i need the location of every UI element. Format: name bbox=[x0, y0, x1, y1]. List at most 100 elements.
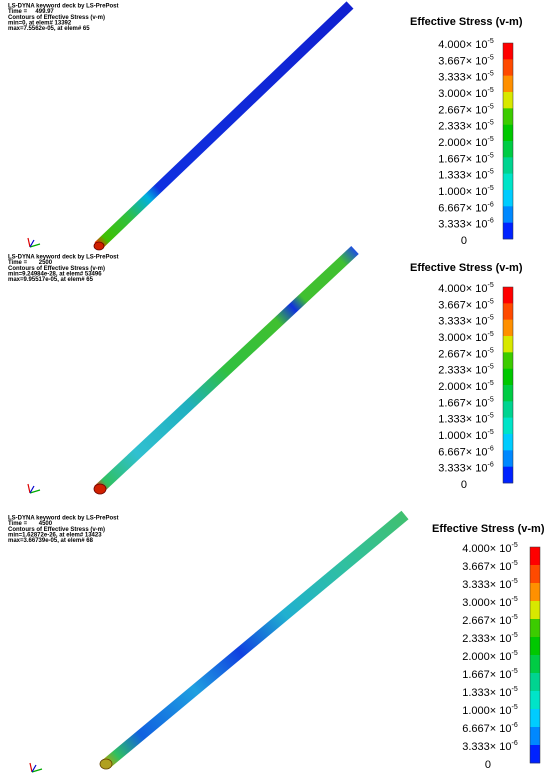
header-line: Contours of Effective Stress (v-m) bbox=[8, 15, 105, 21]
label-mantissa: 3.333× 10 bbox=[438, 72, 487, 84]
legend-band bbox=[503, 43, 513, 60]
label-mantissa: 3.667× 10 bbox=[462, 561, 511, 573]
label-exponent: -5 bbox=[488, 152, 494, 159]
label-exponent: -5 bbox=[512, 632, 518, 639]
label-exponent: -5 bbox=[488, 103, 494, 110]
label-mantissa: 2.333× 10 bbox=[438, 121, 487, 133]
legend-band bbox=[530, 601, 540, 620]
legend-label: 1.333× 10-5 bbox=[438, 169, 494, 182]
legend-band bbox=[503, 206, 513, 223]
legend-label: 2.667× 10-5 bbox=[462, 614, 518, 627]
label-mantissa: 4.000× 10 bbox=[438, 39, 487, 51]
legend-band bbox=[530, 583, 540, 602]
label-mantissa: 3.000× 10 bbox=[438, 332, 487, 344]
legend-title: Effective Stress (v-m) bbox=[432, 523, 545, 535]
label-exponent: -5 bbox=[512, 542, 518, 549]
legend-band bbox=[530, 619, 540, 638]
label-exponent: -6 bbox=[512, 740, 518, 747]
label-mantissa: 1.333× 10 bbox=[438, 414, 487, 426]
legend-label: 3.667× 10-5 bbox=[438, 54, 494, 67]
label-mantissa: 1.667× 10 bbox=[438, 153, 487, 165]
legend-label: 6.667× 10-6 bbox=[462, 722, 518, 735]
label-mantissa: 1.667× 10 bbox=[438, 397, 487, 409]
label-mantissa: 3.333× 10 bbox=[438, 463, 487, 475]
legend-band bbox=[503, 336, 513, 353]
label-mantissa: 6.667× 10 bbox=[462, 723, 511, 735]
legend-band bbox=[530, 637, 540, 656]
legend-band bbox=[503, 92, 513, 109]
label-exponent: -5 bbox=[512, 578, 518, 585]
label-mantissa: 3.333× 10 bbox=[462, 579, 511, 591]
label-mantissa: 2.000× 10 bbox=[462, 651, 511, 663]
header-line: Time = 499.97 bbox=[8, 9, 54, 15]
label-exponent: -6 bbox=[488, 201, 494, 208]
legend-label: 3.667× 10-5 bbox=[438, 298, 494, 311]
label-mantissa: 6.667× 10 bbox=[438, 446, 487, 458]
legend-label: 1.333× 10-5 bbox=[462, 686, 518, 699]
label-exponent: -5 bbox=[488, 396, 494, 403]
legend-band bbox=[503, 417, 513, 435]
legend-label: 2.333× 10-5 bbox=[438, 120, 494, 133]
label-exponent: -5 bbox=[488, 185, 494, 192]
legend-band bbox=[530, 709, 540, 728]
legend-band bbox=[503, 319, 513, 337]
axis-triad bbox=[27, 237, 43, 773]
header-line: LS-DYNA keyword deck by LS-PrePost bbox=[8, 255, 118, 261]
legend-label: 1.667× 10-5 bbox=[438, 152, 494, 165]
label-exponent: -5 bbox=[488, 87, 494, 94]
legend-band bbox=[503, 287, 513, 304]
legend-label: 0 bbox=[461, 235, 467, 247]
label-mantissa: 1.667× 10 bbox=[462, 669, 511, 681]
label-mantissa: 3.333× 10 bbox=[462, 741, 511, 753]
label-exponent: -5 bbox=[488, 429, 494, 436]
label-exponent: -5 bbox=[488, 331, 494, 338]
rod-2 bbox=[93, 245, 359, 495]
legend-band bbox=[530, 547, 540, 566]
legend-label: 3.667× 10-5 bbox=[462, 560, 518, 573]
legend-label: 3.333× 10-5 bbox=[438, 315, 494, 328]
label-exponent: -6 bbox=[488, 218, 494, 225]
legend-label: 6.667× 10-6 bbox=[438, 445, 494, 458]
header-line: min=9.24984e-28, at elem# 53496 bbox=[8, 271, 102, 277]
label-mantissa: 2.000× 10 bbox=[438, 381, 487, 393]
label-mantissa: 3.333× 10 bbox=[438, 316, 487, 328]
header-line: max=3.66739e-05, at elem# 68 bbox=[8, 538, 94, 544]
legend-frame bbox=[502, 286, 514, 484]
label-exponent: -5 bbox=[488, 282, 494, 289]
label-mantissa: 3.000× 10 bbox=[438, 88, 487, 100]
legend-label: 3.000× 10-5 bbox=[462, 596, 518, 609]
label-exponent: -5 bbox=[512, 596, 518, 603]
legend-band bbox=[530, 673, 540, 692]
label-mantissa: 1.333× 10 bbox=[438, 170, 487, 182]
legend-band bbox=[503, 401, 513, 418]
label-exponent: -6 bbox=[488, 462, 494, 469]
legend-band bbox=[503, 157, 513, 174]
header-line: Time = 2500 bbox=[8, 260, 53, 266]
legend-label: 3.000× 10-5 bbox=[438, 87, 494, 100]
label-mantissa: 1.000× 10 bbox=[438, 430, 487, 442]
label-mantissa: 0 bbox=[461, 479, 467, 491]
legend-band bbox=[503, 124, 513, 142]
legend-label: 0 bbox=[461, 479, 467, 491]
header-line: Contours of Effective Stress (v-m) bbox=[8, 527, 105, 533]
legend-label: 1.667× 10-5 bbox=[462, 668, 518, 681]
legend-label: 4.000× 10-5 bbox=[438, 282, 494, 295]
header-line: max=9.95517e-05, at elem# 65 bbox=[8, 277, 94, 283]
legend-label: 3.000× 10-5 bbox=[438, 331, 494, 344]
label-exponent: -5 bbox=[488, 347, 494, 354]
legend-band bbox=[530, 655, 540, 674]
legend-label: 2.333× 10-5 bbox=[438, 364, 494, 377]
legend-band bbox=[503, 108, 513, 125]
label-mantissa: 1.333× 10 bbox=[462, 687, 511, 699]
label-exponent: -5 bbox=[488, 413, 494, 420]
legend-label: 1.000× 10-5 bbox=[438, 185, 494, 198]
header-line: min=1.62872e-26, at elem# 13423 bbox=[8, 532, 102, 538]
legend-label: 3.333× 10-6 bbox=[438, 462, 494, 475]
label-exponent: -5 bbox=[512, 668, 518, 675]
header-line: LS-DYNA keyword deck by LS-PrePost bbox=[8, 4, 118, 10]
label-mantissa: 4.000× 10 bbox=[462, 543, 511, 555]
legend-label: 3.333× 10-6 bbox=[462, 740, 518, 753]
legend-band bbox=[503, 75, 513, 93]
label-mantissa: 2.000× 10 bbox=[438, 137, 487, 149]
label-exponent: -5 bbox=[488, 364, 494, 371]
